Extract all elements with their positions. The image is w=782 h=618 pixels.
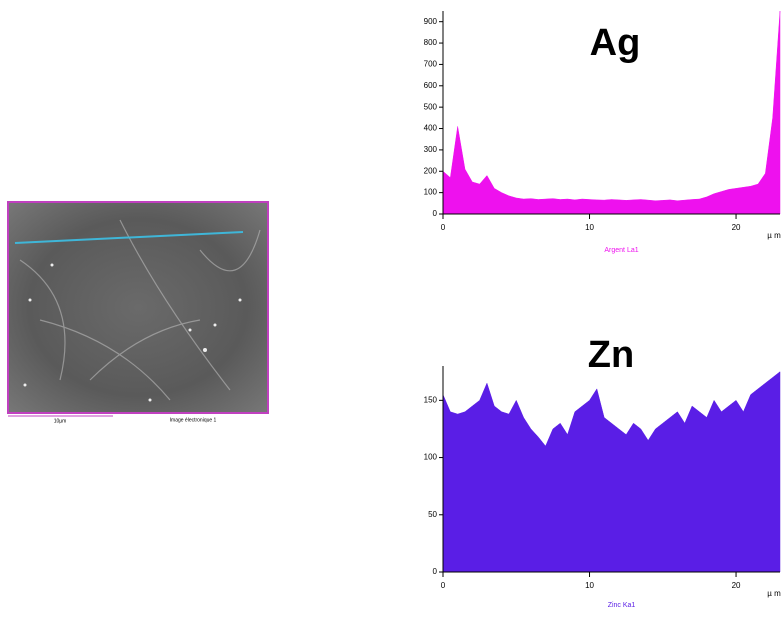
area bbox=[442, 371, 781, 573]
y-tick-label: 100 bbox=[424, 188, 438, 197]
y-tick-label: 500 bbox=[424, 102, 438, 111]
y-tick-label: 100 bbox=[424, 453, 438, 462]
y-tick-label: 400 bbox=[424, 124, 438, 133]
y-tick-label: 800 bbox=[424, 38, 438, 47]
image-caption: Image électronique 1 bbox=[170, 417, 217, 423]
area bbox=[442, 10, 781, 215]
y-tick-label: 150 bbox=[424, 395, 438, 404]
x-axis-label: µ m bbox=[767, 589, 781, 598]
sem-particles bbox=[23, 263, 242, 402]
chart-title: Ag bbox=[590, 22, 641, 64]
y-tick-label: 0 bbox=[433, 567, 438, 576]
y-tick-label: 200 bbox=[424, 166, 438, 175]
scale-label: 10µm bbox=[54, 418, 67, 424]
x-tick-label: 0 bbox=[441, 223, 446, 232]
legend-label: Argent La1 bbox=[604, 247, 638, 254]
y-tick-label: 50 bbox=[428, 510, 437, 519]
x-axis-label: µ m bbox=[767, 231, 781, 240]
x-tick-label: 0 bbox=[441, 581, 446, 590]
y-tick-label: 600 bbox=[424, 81, 438, 90]
x-tick-label: 20 bbox=[732, 223, 741, 232]
sem-image: 10µm Image électronique 1 bbox=[7, 201, 269, 424]
x-tick-label: 10 bbox=[585, 581, 594, 590]
x-tick-label: 20 bbox=[732, 581, 741, 590]
y-tick-label: 700 bbox=[424, 60, 438, 69]
y-tick-label: 300 bbox=[424, 145, 438, 154]
scan-line bbox=[14, 231, 244, 244]
chart-title: Zn bbox=[588, 334, 634, 376]
y-tick-label: 0 bbox=[433, 209, 438, 218]
legend-label: Zinc Ka1 bbox=[608, 602, 636, 609]
x-tick-label: 10 bbox=[585, 223, 594, 232]
y-tick-label: 900 bbox=[424, 17, 438, 26]
sem-texture bbox=[19, 219, 261, 401]
